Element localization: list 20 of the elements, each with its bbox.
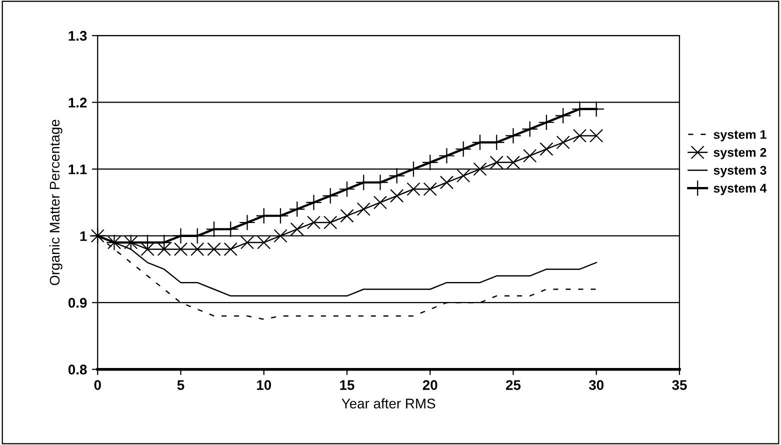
y-tick-label: 1.3 (68, 30, 87, 41)
y-tick-label: 0.8 (68, 364, 87, 375)
legend-label: system 2 (714, 148, 766, 160)
x-tick-label: 35 (672, 380, 687, 390)
x-tick-label: 25 (506, 380, 521, 390)
y-tick-label: 1 (80, 231, 87, 241)
y-tick-label: 1.1 (68, 164, 87, 174)
x-tick-label: 30 (588, 380, 604, 390)
y-tick-label: 1.2 (68, 98, 87, 108)
x-tick-label: 10 (257, 380, 272, 390)
legend-label: system 3 (714, 166, 766, 178)
x-tick-label: 20 (422, 380, 438, 390)
legend-label: system 1 (714, 130, 766, 142)
x-tick-label: 0 (94, 380, 101, 390)
y-axis-title: Organic Matter Percentage (49, 120, 62, 286)
x-tick-label: 5 (177, 380, 184, 390)
legend-label: system 4 (714, 184, 767, 196)
x-tick-label: 15 (340, 380, 354, 390)
x-axis-title: Year after RMS (342, 398, 436, 408)
y-tick-label: 0.9 (68, 298, 87, 308)
